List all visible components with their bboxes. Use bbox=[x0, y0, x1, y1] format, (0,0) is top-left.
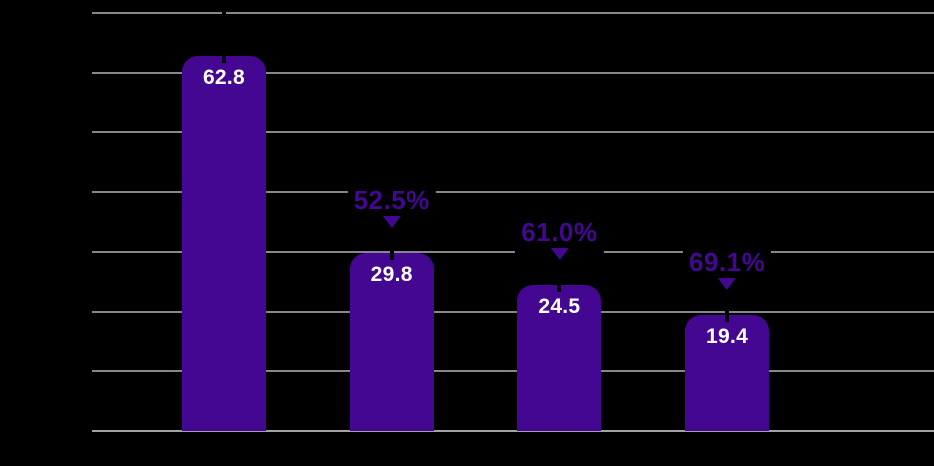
bar: 62.8 bbox=[182, 55, 266, 431]
bar-value-label: 62.8 bbox=[202, 65, 246, 89]
gridline bbox=[92, 131, 934, 134]
annotation-connector bbox=[389, 227, 394, 261]
annotation: 69.1% bbox=[682, 247, 772, 293]
gridline bbox=[92, 12, 934, 14]
bar-value-label: 19.4 bbox=[706, 325, 749, 349]
gridline bbox=[92, 71, 934, 74]
annotation-label: 52.5% bbox=[353, 185, 430, 216]
triangle-down-icon bbox=[718, 278, 737, 291]
annotation-connector bbox=[557, 258, 562, 292]
annotation-connector bbox=[725, 289, 730, 323]
annotation: 52.5% bbox=[347, 185, 436, 231]
gridline bbox=[92, 370, 934, 373]
annotation-label: 61.0% bbox=[521, 216, 598, 247]
triangle-down-icon bbox=[382, 216, 401, 229]
bar: 29.8 bbox=[349, 253, 434, 431]
x-axis-line bbox=[92, 430, 934, 432]
gridline bbox=[92, 250, 934, 253]
annotation: 61.0% bbox=[515, 216, 604, 262]
gridline bbox=[92, 310, 934, 313]
annotation-label: 69.1% bbox=[688, 247, 766, 278]
gridline bbox=[92, 191, 934, 194]
bar-value-label: 24.5 bbox=[538, 294, 581, 318]
bar: 19.4 bbox=[685, 315, 770, 431]
triangle-down-icon bbox=[550, 247, 569, 260]
bar-value-label: 29.8 bbox=[370, 263, 413, 287]
annotation-connector bbox=[222, 0, 226, 63]
bar: 24.5 bbox=[517, 284, 602, 431]
